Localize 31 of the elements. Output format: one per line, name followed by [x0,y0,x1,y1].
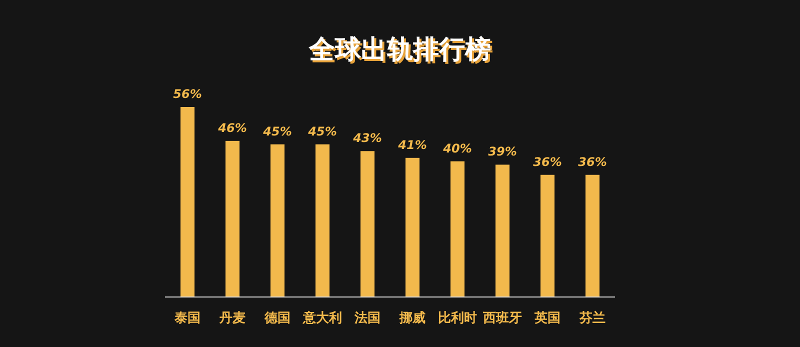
data-label: 43% [352,131,382,146]
bar [270,144,284,297]
bar [316,144,330,297]
x-tick-label: 英国 [534,311,560,326]
bar [360,151,374,297]
data-label: 39% [488,144,517,159]
x-tick-label: 泰国 [174,311,200,326]
x-tick-label: 丹麦 [218,311,246,326]
data-label: 56% [173,87,202,101]
bar [180,107,194,297]
data-label: 36% [578,154,607,169]
data-label: 40% [442,141,472,156]
bar [226,140,240,297]
chart-title: 全球出轨排行榜 [308,35,491,65]
bar [496,164,510,297]
x-tick-label: 芬兰 [578,310,606,326]
data-label: 41% [397,138,427,152]
bar [406,158,420,297]
x-tick-label: 意大利 [302,310,342,326]
x-tick-label: 德国 [264,311,290,326]
data-label: 36% [533,154,562,169]
x-tick-label: 西班牙 [482,311,522,326]
bar [540,174,554,297]
bar [450,161,464,297]
data-label: 45% [262,124,292,138]
x-tick-label: 法国 [354,311,380,326]
data-label: 45% [307,124,337,138]
x-tick-label: 挪威 [398,310,426,326]
bar [586,174,600,297]
x-tick-label: 比利时 [438,310,477,326]
data-label: 46% [217,120,247,135]
